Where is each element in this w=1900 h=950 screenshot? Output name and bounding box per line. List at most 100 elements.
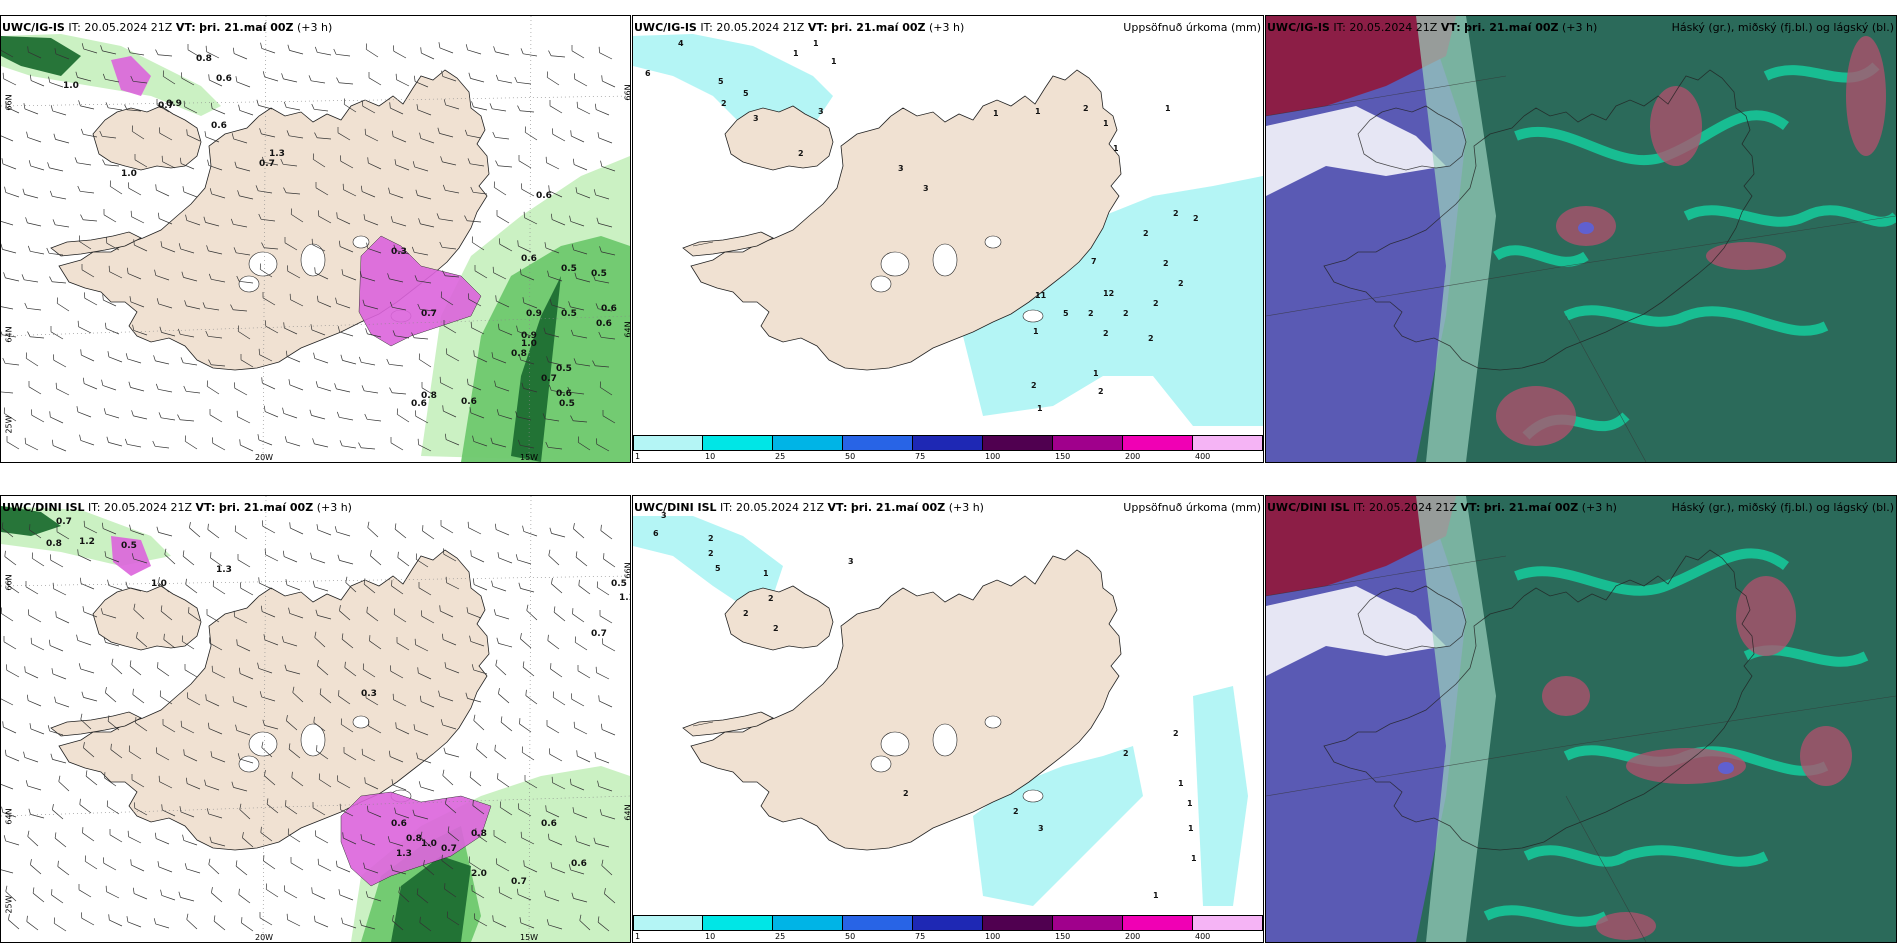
colorbar-tick-label: 200 (1125, 932, 1141, 941)
precip-value-label: 2 (1031, 381, 1037, 390)
init-time: 20.05.2024 21Z (736, 501, 825, 514)
header-precip-bottom: UWC/DINI ISL IT: 20.05.2024 21Z VT: þri.… (632, 498, 1264, 518)
cloud-cover-map (1266, 496, 1896, 942)
wind-value-label: 0.5 (611, 579, 627, 589)
wind-value-label: 0.7 (591, 629, 607, 639)
precip-value-label: 5 (715, 564, 721, 573)
colorbar-tick-label: 1 (635, 452, 641, 461)
vt-label: VT: (175, 21, 196, 34)
colorbar-swatch (703, 915, 773, 931)
precip-value-label: 11 (1035, 291, 1047, 300)
wind-value-label: 0.6 (216, 74, 232, 84)
wind-value-label: 0.6 (601, 304, 617, 314)
precip-value-label: 2 (1143, 229, 1149, 238)
precip-value-label: 2 (1083, 104, 1089, 113)
wind-value-label: 0.8 (196, 54, 212, 64)
precip-value-label: 1 (1165, 104, 1171, 113)
wind-value-label: 1.2 (79, 537, 95, 547)
precip-value-label: 5 (718, 77, 724, 86)
precip-value-label: 6 (645, 69, 651, 78)
wind-value-label: 0.8 (406, 834, 422, 844)
wind-value-label: 0.6 (211, 121, 227, 131)
precip-value-label: 5 (1063, 309, 1069, 318)
valid-time: þri. 21.maí 00Z (831, 21, 926, 34)
lat-label-66-p2bottom: 66N (623, 562, 633, 579)
precip-value-label: 2 (1193, 214, 1199, 223)
precip-value-label: 2 (1123, 749, 1129, 758)
precip-value-label: 4 (678, 39, 684, 48)
wind-value-label: 0.6 (541, 819, 557, 829)
colorbar-tick-label: 10 (705, 452, 716, 461)
lead-time: (+3 h) (929, 21, 965, 34)
colorbar-frame (633, 915, 1263, 931)
model-name: UWC/DINI ISL (2, 501, 85, 514)
colorbar-swatch (773, 915, 843, 931)
model-name: UWC/DINI ISL (634, 501, 717, 514)
wind-value-label: 1.3 (269, 149, 285, 159)
wind-value-label: 0.6 (571, 859, 587, 869)
precip-value-label: 2 (1088, 309, 1094, 318)
lon-label-20-top: 20W (255, 453, 274, 462)
init-time: 20.05.2024 21Z (84, 21, 173, 34)
lat-label-64-p2top: 64N (623, 321, 633, 338)
wind-value-label: 0.8 (46, 539, 62, 549)
precip-value-label: 1 (1093, 369, 1099, 378)
wind-value-label: 1.0 (421, 839, 437, 849)
colorbar-tick-label: 25 (775, 452, 786, 461)
precip-value-label: 2 (768, 594, 774, 603)
header-wind-bottom: UWC/DINI ISL IT: 20.05.2024 21Z VT: þri.… (0, 498, 631, 518)
wind-value-label: 0.5 (591, 269, 607, 279)
vt-label: VT: (195, 501, 216, 514)
precip-value-label: 1 (1153, 891, 1159, 900)
precip-value-label: 1 (993, 109, 999, 118)
lead-time: (+3 h) (316, 501, 352, 514)
wind-value-label: 2.0 (471, 869, 487, 879)
precip-value-label: 1 (1178, 779, 1184, 788)
wind-value-label: 0.7 (56, 517, 72, 527)
wind-value-label: 0.8 (421, 391, 437, 401)
colorbar-swatch (1053, 915, 1123, 931)
wind-value-label: 0.5 (559, 399, 575, 409)
wind-value-label: 1.1 (619, 593, 630, 603)
wind-value-label: 0.7 (421, 309, 437, 319)
colorbar-tick-label: 10 (705, 932, 716, 941)
precip-value-label: 1 (813, 39, 819, 48)
lead-time: (+3 h) (1562, 21, 1598, 34)
wind-value-label: 0.6 (521, 254, 537, 264)
init-time: 20.05.2024 21Z (1369, 501, 1458, 514)
valid-time: þri. 21.maí 00Z (850, 501, 946, 514)
colorbar-tick-label: 400 (1195, 452, 1211, 461)
colorbar-swatch (913, 435, 983, 451)
colorbar-swatch (773, 435, 843, 451)
colorbar-tick-label: 200 (1125, 452, 1141, 461)
wind-value-label: 1.0 (63, 81, 79, 91)
init-time: 20.05.2024 21Z (104, 501, 193, 514)
colorbar-swatch (843, 915, 913, 931)
it-label: IT: (1353, 501, 1366, 514)
lat-label-64-top: 64N (4, 326, 14, 343)
colorbar-swatch (1123, 915, 1193, 931)
colorbar-tick-label: 50 (845, 452, 856, 461)
precip-value-label: 2 (903, 789, 909, 798)
precip-value-label: 1 (1187, 799, 1193, 808)
it-label: IT: (1333, 21, 1346, 34)
lon-label-25-bottom: 25W (4, 895, 14, 914)
precip-value-label: 2 (708, 549, 714, 558)
colorbar-swatch (703, 435, 773, 451)
precip-value-label: 2 (1098, 387, 1104, 396)
panel-title-precip: Uppsöfnuð úrkoma (mm) (1123, 21, 1261, 34)
colorbar-swatch (843, 435, 913, 451)
header-clouds-bottom: UWC/DINI ISL IT: 20.05.2024 21Z VT: þri.… (1265, 498, 1897, 518)
precip-value-label: 2 (743, 609, 749, 618)
precip-value-label: 2 (1148, 334, 1154, 343)
model-name: UWC/IG-IS (634, 21, 697, 34)
precip-value-label: 1 (1033, 327, 1039, 336)
colorbar-tick-label: 50 (845, 932, 856, 941)
wind-value-label: 1.3 (396, 849, 412, 859)
panel-title-clouds: Háský (gr.), miðský (fj.bl.) og lágský (… (1671, 501, 1894, 514)
wind-value-label: 0.5 (121, 541, 137, 551)
precip-value-label: 2 (1103, 329, 1109, 338)
precip-value-label: 2 (1013, 807, 1019, 816)
precip-value-label: 2 (1173, 209, 1179, 218)
